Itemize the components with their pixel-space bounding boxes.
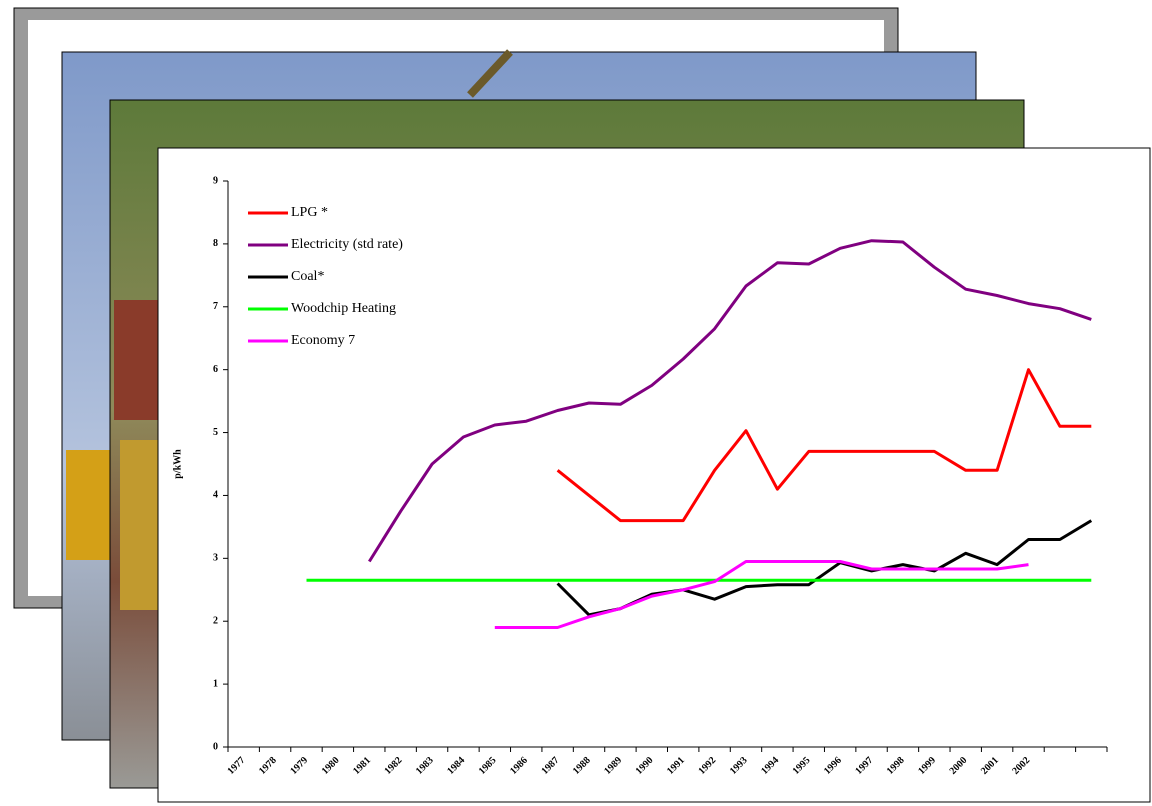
vehicle bbox=[120, 440, 158, 610]
vehicle bbox=[66, 450, 110, 560]
y-tick-label: 8 bbox=[213, 238, 218, 249]
y-tick-label: 7 bbox=[213, 301, 218, 312]
legend-label: Woodchip Heating bbox=[291, 301, 396, 316]
series-line bbox=[556, 368, 1092, 523]
y-tick-label: 1 bbox=[213, 678, 218, 689]
y-tick-label: 0 bbox=[213, 741, 218, 752]
legend-label: Electricity (std rate) bbox=[291, 237, 403, 252]
legend-label: Economy 7 bbox=[291, 333, 355, 348]
y-tick-label: 5 bbox=[213, 427, 218, 438]
y-tick-label: 9 bbox=[213, 175, 218, 186]
y-axis-label: p/kWh bbox=[172, 449, 183, 479]
y-tick-label: 6 bbox=[213, 364, 218, 375]
legend-label: Coal* bbox=[291, 269, 324, 284]
building bbox=[114, 300, 158, 420]
y-tick-label: 3 bbox=[213, 553, 218, 564]
chart-frame bbox=[157, 147, 1151, 803]
y-tick-label: 4 bbox=[213, 490, 218, 501]
y-tick-label: 2 bbox=[213, 616, 218, 627]
series-line bbox=[368, 239, 1092, 563]
series-line bbox=[494, 560, 1029, 629]
crane bbox=[467, 49, 513, 98]
legend-label: LPG * bbox=[291, 205, 328, 220]
